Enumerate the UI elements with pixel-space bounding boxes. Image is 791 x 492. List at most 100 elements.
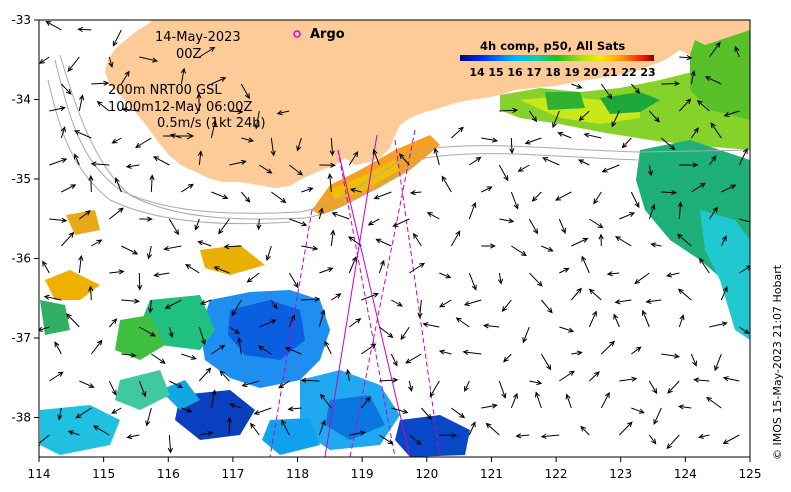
current-vector-arrow [497,272,504,285]
current-vector-arrow [253,407,272,415]
current-vector-arrow [112,29,122,47]
current-vector-arrow [571,237,589,247]
current-vector-arrow [714,353,722,372]
current-vector-arrow [630,191,640,209]
current-vector-arrow [74,153,80,166]
current-vector-arrow [522,326,530,344]
current-vector-arrow [677,288,692,301]
current-vector-arrow [108,318,118,328]
current-vector-arrow [481,137,499,143]
current-vector-arrow [278,380,290,389]
colorbar-label: 15 [488,66,503,79]
current-vector-arrow [163,245,182,251]
current-vector-arrow [181,353,197,360]
current-vector-arrow [720,286,728,301]
current-vector-arrow [45,20,62,31]
current-vector-arrow [39,434,50,446]
current-vector-arrow [510,191,519,210]
current-vector-arrow [678,98,692,112]
current-vector-arrow [540,299,553,314]
colorbar-label: 20 [583,66,599,79]
current-vector-arrow [318,309,326,328]
current-vector-arrow [39,56,50,64]
current-vector-arrow [588,288,602,301]
current-vector-arrow [433,147,440,166]
current-vector-arrow [120,70,130,85]
current-vector-arrow [570,287,582,301]
current-vector-arrow [524,137,542,145]
current-vector-arrow [390,353,398,367]
current-vector-arrow [198,367,212,382]
current-vector-arrow [648,203,656,220]
scale-arrow [163,132,195,140]
current-vector-arrow [540,433,560,439]
current-vector-arrow [693,377,710,383]
current-vector-arrow [450,126,464,139]
current-vector-arrow [348,236,362,247]
current-vector-arrow [167,434,173,454]
current-vector-arrow [79,210,91,220]
current-vector-arrow [600,391,610,409]
current-vector-arrow [710,122,722,139]
current-vector-arrow [90,161,110,167]
current-vector-arrow [349,318,362,328]
x-tick-label: 117 [221,467,244,481]
current-vector-arrow [420,407,432,420]
current-vector-arrow [126,434,140,440]
y-tick-label: -33 [11,13,31,27]
current-vector-arrow [529,380,543,386]
current-vector-arrow [194,218,200,231]
current-vector-arrow [259,319,277,328]
current-vector-arrow [223,244,242,250]
current-vector-arrow [676,233,692,247]
current-vector-arrow [722,376,740,382]
current-vector-arrow [229,159,247,166]
current-vector-arrow [565,393,572,409]
current-vector-arrow [679,55,693,61]
current-vector-arrow [379,434,394,445]
current-vector-arrow [54,341,62,355]
current-vector-arrow [138,380,147,398]
current-vector-arrow [210,389,217,409]
current-vector-arrow [259,164,273,174]
colorbar-label: 17 [526,66,541,79]
current-vector-arrow [231,299,242,317]
current-vector-arrow [468,272,477,291]
current-vector-arrow [137,272,143,291]
current-vector-arrow [409,189,422,196]
current-vector-arrow [318,419,326,436]
current-vector-arrow [226,416,233,436]
current-vector-arrow [39,326,50,332]
current-vector-arrow [408,380,414,392]
current-vector-arrow [690,127,699,139]
x-tick-label: 120 [415,467,438,481]
colorbar-label: 16 [507,66,523,79]
current-vector-arrow [49,371,64,382]
current-vector-arrow [169,380,184,389]
x-tick-label: 122 [545,467,568,481]
current-vector-arrow [109,269,125,275]
current-vector-arrow [571,83,583,89]
current-vector-arrow [600,340,615,355]
current-vector-arrow [181,407,193,413]
current-vector-arrow [153,156,170,166]
current-vector-arrow [348,256,357,274]
current-vector-arrow [601,164,620,173]
current-vector-arrow [199,46,216,58]
colorbar-label: 19 [564,66,579,79]
current-vector-arrow [121,298,140,304]
y-tick-label: -34 [11,93,31,107]
current-vector-arrow [528,110,538,123]
current-vector-arrow [618,421,633,436]
current-vector-arrow [90,339,103,355]
current-vector-arrow [481,243,496,249]
current-vector-arrow [696,100,710,112]
current-vector-arrow [631,346,642,355]
colorbar-label: 14 [469,66,485,79]
current-vector-arrow [265,245,272,262]
current-vector-arrow [240,83,250,100]
current-vector-arrow [60,83,72,95]
current-vector-arrow [287,406,302,412]
current-vector-arrow [647,164,653,177]
current-vector-arrow [331,212,350,220]
